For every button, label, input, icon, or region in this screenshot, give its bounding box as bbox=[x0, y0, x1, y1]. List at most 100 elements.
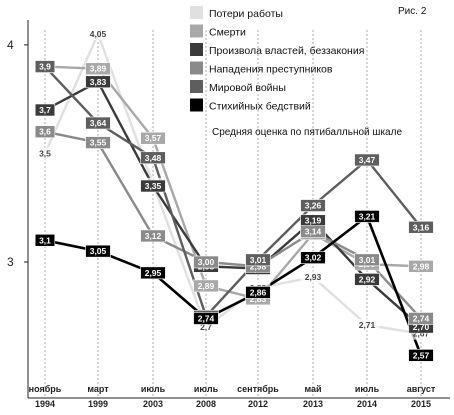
data-label: 3,48 bbox=[140, 151, 166, 165]
y-tick-label: 3 bbox=[7, 255, 14, 269]
data-label-box bbox=[140, 151, 166, 165]
data-label-box bbox=[354, 273, 380, 286]
data-label: 3,83 bbox=[85, 75, 111, 89]
data-label: 3,57 bbox=[140, 131, 166, 145]
data-label: 3,05 bbox=[85, 244, 111, 258]
legend-swatch bbox=[190, 43, 203, 56]
data-label-box bbox=[300, 271, 326, 284]
data-label: 3,35 bbox=[140, 179, 166, 193]
data-label-box bbox=[193, 312, 219, 325]
data-label-text: 2,71 bbox=[359, 320, 376, 330]
x-tick-year: 2014 bbox=[357, 399, 377, 409]
label-layer: 3,54,053,362,72,882,932,712,673,93,893,5… bbox=[34, 28, 434, 362]
data-label-box bbox=[354, 253, 380, 267]
data-label-box bbox=[140, 179, 166, 193]
data-label-text: 2,93 bbox=[305, 272, 322, 282]
data-label-text: 3,02 bbox=[305, 253, 322, 263]
data-label: 3,7 bbox=[34, 103, 56, 117]
data-label-text: 3,12 bbox=[145, 231, 162, 241]
data-label: 2,89 bbox=[193, 279, 219, 293]
y-tick-label: 4 bbox=[7, 38, 14, 52]
data-label-text: 3,55 bbox=[90, 138, 107, 148]
data-label-text: 3,57 bbox=[145, 133, 162, 143]
data-label: 2,86 bbox=[245, 286, 271, 299]
data-label: 2,71 bbox=[354, 318, 380, 331]
data-label: 2,57 bbox=[408, 349, 434, 362]
data-label-box bbox=[34, 60, 56, 73]
data-label-box bbox=[408, 349, 434, 362]
data-label-box bbox=[245, 253, 271, 267]
data-label-text: 2,57 bbox=[413, 350, 430, 360]
data-label-text: 3,14 bbox=[305, 227, 322, 237]
data-label-box bbox=[85, 116, 111, 130]
data-label: 3,64 bbox=[85, 116, 111, 130]
data-label-text: 2,7 bbox=[200, 322, 212, 332]
data-label-text: 3,9 bbox=[39, 62, 51, 72]
data-label-box bbox=[140, 229, 166, 243]
x-tick-year: 2012 bbox=[248, 399, 268, 409]
x-tick-month: сентябрь bbox=[237, 384, 279, 394]
chart-note: Средняя оценка по пятибалльной шкале bbox=[212, 126, 402, 138]
data-label-text: 2,98 bbox=[413, 261, 430, 271]
data-label: 3,47 bbox=[354, 153, 380, 167]
x-tick-year: 2013 bbox=[303, 399, 323, 409]
data-label-text: 3,26 bbox=[305, 201, 322, 211]
data-label-box bbox=[85, 28, 111, 40]
data-label: 3,12 bbox=[140, 229, 166, 243]
data-label-box bbox=[85, 62, 111, 76]
data-label-box bbox=[85, 75, 111, 89]
data-label-box bbox=[408, 312, 434, 325]
legend-swatch bbox=[190, 6, 203, 19]
legend-label: Стихийных бедствий bbox=[209, 101, 311, 113]
data-label: 3,02 bbox=[300, 251, 326, 264]
data-label-box bbox=[354, 153, 380, 167]
data-label-box bbox=[354, 210, 380, 223]
legend-swatch bbox=[190, 80, 203, 93]
legend-label: Потери работы bbox=[209, 8, 283, 20]
data-label-box bbox=[300, 251, 326, 264]
data-label-text: 3,19 bbox=[305, 216, 322, 226]
data-label-text: 2,98 bbox=[250, 261, 267, 271]
data-label: 4,05 bbox=[85, 28, 111, 40]
data-label-box bbox=[300, 225, 326, 238]
data-label: 3,01 bbox=[354, 253, 380, 267]
data-label-text: 2,92 bbox=[359, 274, 376, 284]
data-label-text: 2,89 bbox=[198, 281, 215, 291]
data-label-text: 2,95 bbox=[145, 268, 162, 278]
data-label-box bbox=[35, 147, 55, 160]
data-label: 2,92 bbox=[354, 273, 380, 286]
x-tick-month: июль bbox=[194, 384, 219, 394]
data-label-box bbox=[408, 260, 434, 273]
x-tick-year: 2003 bbox=[143, 399, 163, 409]
data-label-text: 2,74 bbox=[198, 313, 215, 323]
x-tick-month: июль bbox=[355, 384, 380, 394]
x-tick-month: ноябрь bbox=[29, 384, 62, 394]
data-label-text: 3,01 bbox=[250, 255, 267, 265]
data-label: 2,93 bbox=[300, 271, 326, 284]
data-label-text: 3,00 bbox=[198, 257, 215, 267]
data-label-text: 3,21 bbox=[359, 211, 376, 221]
data-label-text: 3,16 bbox=[413, 222, 430, 232]
data-label: 3,6 bbox=[34, 125, 56, 139]
x-tick-year: 1994 bbox=[35, 399, 55, 409]
x-tick-year: 2008 bbox=[196, 399, 216, 409]
x-tick-month: июль bbox=[141, 384, 166, 394]
data-label-text: 2,74 bbox=[413, 313, 430, 323]
data-label-box bbox=[193, 255, 219, 269]
data-label: 3,89 bbox=[85, 62, 111, 76]
data-label-text: 3,1 bbox=[39, 235, 51, 245]
data-label: 3,14 bbox=[300, 225, 326, 238]
data-label: 2,98 bbox=[408, 260, 434, 273]
legend: Потери работы Смерти Произвола властей, бе… bbox=[190, 6, 364, 113]
x-tick-month: март bbox=[87, 384, 109, 394]
data-label-text: 4,05 bbox=[90, 29, 107, 39]
data-label-box bbox=[34, 233, 56, 247]
data-label: 3,55 bbox=[85, 136, 111, 149]
data-label-box bbox=[140, 131, 166, 145]
data-label: 3,1 bbox=[34, 233, 56, 247]
data-label-box bbox=[34, 103, 56, 117]
legend-label: Смерти bbox=[209, 27, 246, 39]
data-label-text: 2,83 bbox=[250, 294, 267, 304]
legend-swatch bbox=[190, 61, 203, 75]
